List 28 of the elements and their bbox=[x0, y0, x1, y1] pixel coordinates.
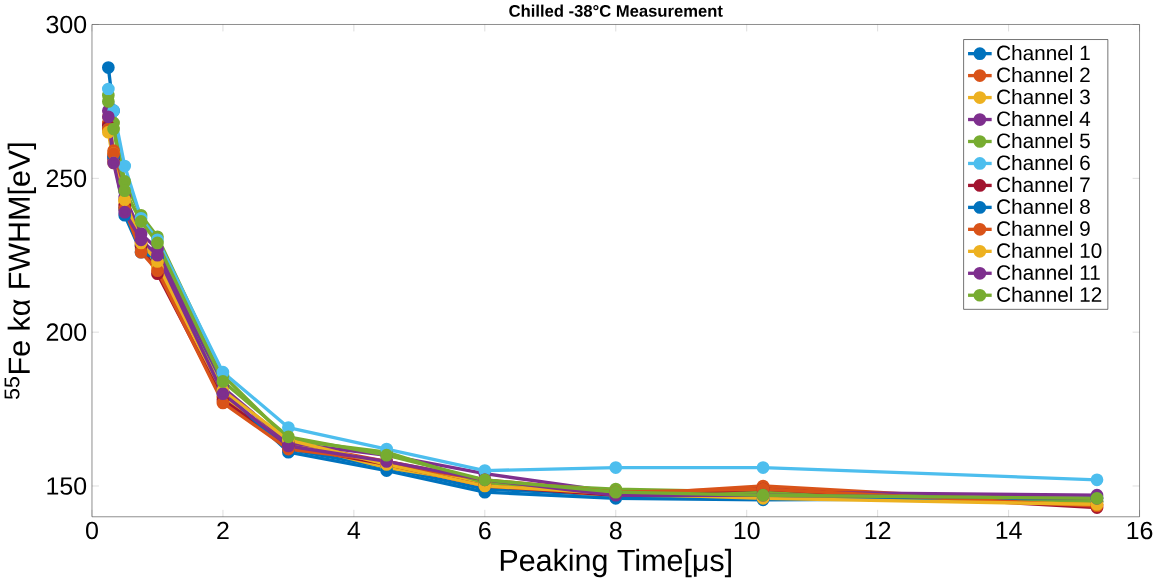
legend-label: Channel 3 bbox=[997, 89, 1090, 105]
legend-label: Channel 12 bbox=[997, 286, 1102, 303]
x-tick-label: 12 bbox=[865, 521, 891, 540]
legend-label: Channel 7 bbox=[997, 176, 1090, 193]
x-tick-label: 16 bbox=[1127, 521, 1153, 540]
x-tick-label: 2 bbox=[217, 521, 229, 540]
y-tick-label: 150 bbox=[47, 477, 87, 495]
y-tick-label: 250 bbox=[46, 169, 87, 188]
chart-title: Chilled -38°C Measurement bbox=[509, 4, 723, 17]
x-axis-title: Peaking Time[μs] bbox=[500, 548, 731, 578]
y-axis-title: $^{55}$Fe kα FWHM[eV] bbox=[4, 143, 37, 400]
y-tick-label: 300 bbox=[46, 15, 87, 34]
legend-label: Channel 2 bbox=[997, 67, 1090, 83]
legend-label: Channel 6 bbox=[997, 154, 1090, 171]
legend-label: Channel 10 bbox=[997, 242, 1102, 259]
legend-label: Channel 8 bbox=[997, 198, 1090, 215]
x-tick-label: 0 bbox=[86, 521, 98, 540]
legend-label: Channel 9 bbox=[997, 220, 1090, 237]
legend-label: Channel 5 bbox=[997, 133, 1090, 149]
legend-label: Channel 1 bbox=[997, 45, 1090, 61]
x-tick-label: 14 bbox=[996, 521, 1022, 539]
legend-label: Channel 11 bbox=[997, 264, 1100, 281]
x-tick-label: 6 bbox=[479, 521, 491, 540]
x-tick-label: 10 bbox=[734, 521, 760, 540]
x-tick-label: 4 bbox=[347, 521, 361, 539]
x-tick-label: 8 bbox=[609, 521, 622, 540]
legend-label: Channel 4 bbox=[997, 111, 1091, 127]
y-tick-label: 200 bbox=[46, 323, 87, 342]
